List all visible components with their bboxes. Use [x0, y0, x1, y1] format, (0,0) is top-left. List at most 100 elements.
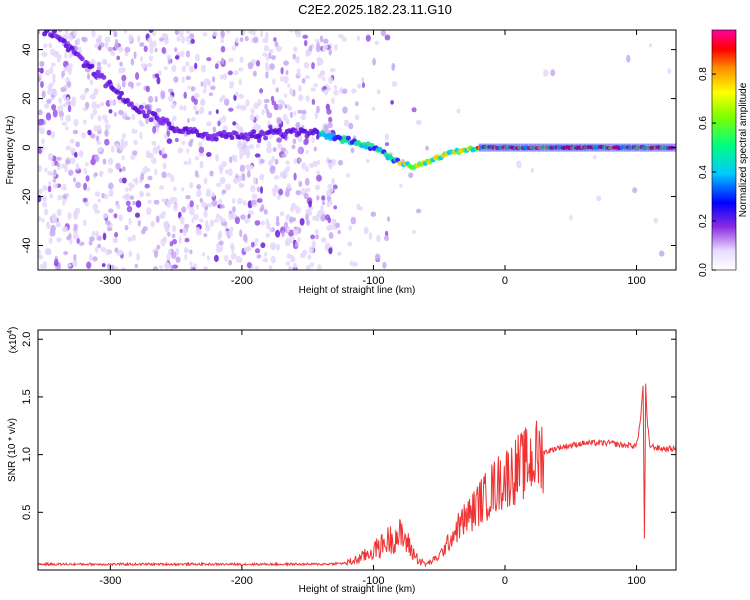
heatmap-cell	[131, 234, 136, 242]
heatmap-ridge-cell	[229, 135, 235, 141]
heatmap-cell	[184, 253, 188, 261]
heatmap-cell	[67, 104, 72, 113]
heatmap-cell	[44, 247, 51, 256]
heatmap-cell	[121, 67, 126, 73]
heatmap-halo-cell	[520, 143, 524, 152]
heatmap-cell	[150, 220, 155, 228]
heatmap-cell	[276, 194, 281, 200]
heatmap-cell	[42, 185, 48, 192]
heatmap-cell	[189, 181, 194, 189]
heatmap-cell	[211, 192, 215, 198]
spectrogram-y-tick-label: 40	[21, 43, 33, 55]
heatmap-ridge-cell	[61, 38, 67, 44]
heatmap-cell	[128, 34, 133, 42]
heatmap-cell	[242, 200, 247, 206]
heatmap-cell	[110, 30, 116, 33]
heatmap-cell	[69, 157, 76, 165]
heatmap-ridge-cell	[69, 45, 75, 51]
heatmap-cell	[347, 241, 353, 247]
heatmap-cell	[155, 215, 160, 223]
heatmap-cell	[354, 114, 360, 121]
heatmap-cell	[308, 210, 313, 216]
heatmap-cell	[357, 83, 362, 89]
heatmap-cell	[247, 210, 254, 216]
heatmap-cell	[323, 124, 329, 133]
heatmap-cell	[103, 193, 109, 200]
heatmap-cell	[285, 160, 290, 165]
heatmap-cell	[246, 262, 252, 269]
heatmap-halo-cell	[549, 143, 553, 152]
heatmap-cell	[74, 151, 78, 158]
heatmap-cell	[104, 138, 110, 146]
heatmap-cell	[286, 165, 290, 173]
heatmap-cell	[516, 160, 522, 169]
heatmap-cell	[220, 36, 225, 44]
heatmap-halo-cell	[660, 143, 663, 152]
heatmap-cell	[44, 69, 51, 76]
heatmap-cell	[189, 65, 195, 73]
heatmap-cell	[59, 115, 64, 122]
heatmap-cell	[203, 233, 208, 238]
heatmap-halo-cell	[539, 143, 542, 152]
heatmap-cell	[205, 191, 212, 197]
heatmap-cell	[161, 198, 167, 203]
heatmap-cell	[170, 104, 176, 109]
heatmap-cell	[146, 63, 153, 67]
heatmap-cell	[328, 116, 333, 123]
heatmap-cell	[263, 208, 268, 215]
snr-series-line	[38, 383, 676, 568]
heatmap-cell	[320, 205, 324, 210]
heatmap-cell	[331, 97, 335, 104]
heatmap-cell	[38, 30, 41, 35]
heatmap-halo-cell	[541, 143, 545, 152]
spectrogram-y-tick-label: 0	[21, 144, 33, 150]
heatmap-cell	[199, 160, 204, 169]
heatmap-cell	[100, 246, 107, 253]
heatmap-cell	[128, 186, 133, 192]
heatmap-cell	[123, 140, 128, 147]
heatmap-cell	[220, 45, 226, 53]
heatmap-cell	[67, 263, 72, 268]
heatmap-cell	[132, 201, 137, 206]
heatmap-cell	[384, 34, 391, 41]
heatmap-halo-cell	[610, 143, 613, 152]
heatmap-cell	[233, 70, 239, 76]
heatmap-halo-cell	[494, 143, 497, 152]
heatmap-cell	[280, 100, 286, 106]
heatmap-cell	[63, 103, 68, 108]
heatmap-cell	[322, 45, 326, 53]
heatmap-cell	[283, 93, 288, 98]
heatmap-cell	[153, 199, 160, 205]
heatmap-cell	[103, 59, 107, 65]
heatmap-cell	[333, 84, 338, 90]
heatmap-cell	[425, 145, 429, 151]
heatmap-cell	[290, 202, 297, 210]
heatmap-cell	[293, 158, 298, 164]
heatmap-cell	[81, 36, 86, 42]
heatmap-cell	[384, 133, 389, 141]
heatmap-halo-cell	[526, 143, 529, 152]
heatmap-cell	[169, 196, 175, 205]
heatmap-ridge-cell	[79, 56, 85, 62]
heatmap-cell	[240, 104, 245, 111]
heatmap-cell	[84, 162, 89, 167]
heatmap-halo-cell	[620, 143, 624, 152]
heatmap-cell	[274, 158, 279, 165]
heatmap-cell	[72, 129, 79, 135]
heatmap-halo-cell	[581, 143, 584, 152]
heatmap-cell	[39, 263, 46, 270]
heatmap-cell	[254, 237, 259, 243]
heatmap-cell	[203, 177, 208, 185]
heatmap-cell	[70, 147, 76, 154]
heatmap-cell	[208, 92, 214, 97]
heatmap-halo-cell	[573, 143, 576, 152]
heatmap-cell	[371, 106, 376, 111]
heatmap-cell	[190, 138, 194, 143]
heatmap-cell	[193, 213, 199, 221]
heatmap-cell	[118, 109, 124, 116]
heatmap-cell	[144, 104, 150, 110]
heatmap-cell	[114, 42, 119, 50]
heatmap-cell	[172, 238, 177, 245]
heatmap-cell	[309, 262, 315, 268]
heatmap-cell	[124, 51, 129, 57]
